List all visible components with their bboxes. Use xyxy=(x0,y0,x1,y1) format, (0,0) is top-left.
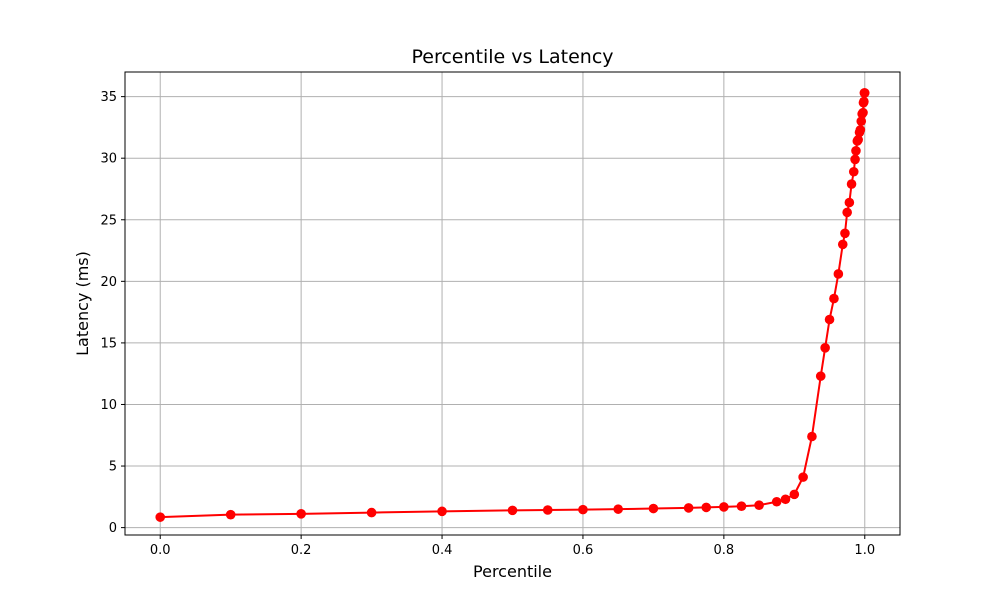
data-point xyxy=(155,512,166,522)
y-tick-label: 25 xyxy=(100,213,117,228)
data-point xyxy=(829,293,839,304)
data-point xyxy=(859,96,869,107)
data-point xyxy=(833,269,844,279)
data-point xyxy=(858,107,868,118)
data-point xyxy=(855,125,866,135)
y-tick-label: 5 xyxy=(109,460,117,475)
data-point xyxy=(850,154,860,165)
data-point xyxy=(848,166,859,177)
data-point xyxy=(701,502,712,513)
y-tick-label: 0 xyxy=(109,521,117,536)
data-point xyxy=(853,134,863,145)
data-point xyxy=(366,507,377,518)
data-point xyxy=(736,501,747,511)
y-tick-label: 35 xyxy=(100,90,117,105)
x-axis-ticks: 0.0 0.2 0.4 0.6 0.8 1.0 xyxy=(150,535,875,558)
y-tick-label: 20 xyxy=(100,275,117,290)
data-point xyxy=(846,179,857,189)
data-point xyxy=(780,494,791,505)
plot-frame xyxy=(124,71,901,536)
series-layer xyxy=(155,88,870,522)
data-point xyxy=(648,503,659,514)
data-point xyxy=(837,239,848,250)
data-point xyxy=(507,505,518,516)
data-point xyxy=(771,496,782,507)
x-tick-label: 0.2 xyxy=(291,543,312,558)
data-point xyxy=(754,500,764,511)
x-axis-label: Percentile xyxy=(473,562,552,581)
data-point xyxy=(820,343,830,353)
data-point xyxy=(844,197,855,208)
data-point xyxy=(840,228,850,239)
y-axis-ticks: 0 5 10 15 20 25 30 35 xyxy=(100,90,125,536)
data-point xyxy=(824,314,835,325)
data-point xyxy=(798,472,808,482)
data-point xyxy=(296,509,306,519)
y-tick-label: 30 xyxy=(100,152,117,167)
x-tick-label: 0.6 xyxy=(573,543,594,558)
data-point xyxy=(815,371,826,381)
data-point xyxy=(225,509,236,520)
grid-lines xyxy=(125,72,900,535)
data-point xyxy=(437,506,447,517)
data-point xyxy=(856,116,867,127)
y-tick-label: 15 xyxy=(100,336,117,351)
data-point xyxy=(613,504,623,514)
data-point xyxy=(683,503,694,513)
data-point xyxy=(859,88,870,98)
data-point xyxy=(719,502,729,512)
x-tick-label: 0.0 xyxy=(150,543,171,558)
data-point xyxy=(807,431,817,442)
x-tick-label: 0.4 xyxy=(432,543,453,558)
x-tick-label: 1.0 xyxy=(854,543,875,558)
y-tick-label: 10 xyxy=(100,398,117,413)
data-point xyxy=(789,489,800,500)
data-point xyxy=(542,505,553,515)
chart-title: Percentile vs Latency xyxy=(411,46,613,68)
data-point xyxy=(842,207,852,218)
data-point xyxy=(851,146,861,156)
y-axis-label: Latency (ms) xyxy=(73,251,92,356)
x-tick-label: 0.8 xyxy=(714,543,735,558)
data-point xyxy=(578,504,588,515)
